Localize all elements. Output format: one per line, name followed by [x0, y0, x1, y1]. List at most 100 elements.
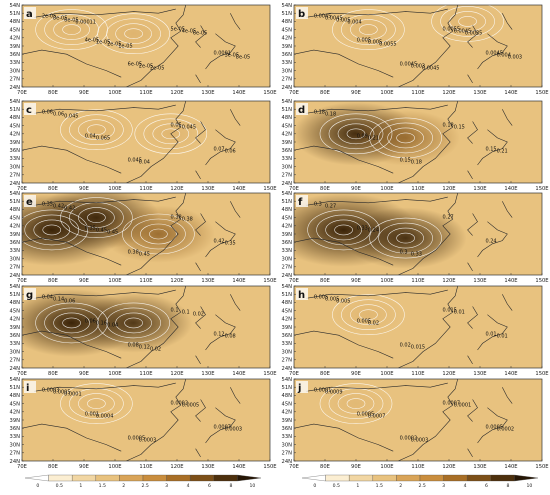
contour-line	[387, 127, 424, 149]
coastline	[294, 49, 394, 78]
lat-tick-label: 33N	[282, 60, 293, 66]
lon-tick-label: 90E	[79, 464, 89, 470]
contour-label: 0.0005	[182, 402, 200, 408]
contour-label: 4e-05	[182, 28, 196, 34]
contour-label: 0.02	[400, 342, 411, 348]
colorbar-swatch	[190, 474, 214, 482]
contour-label: 0.1	[182, 309, 190, 315]
coastline	[230, 201, 241, 218]
lat-tick-label: 39N	[10, 44, 21, 50]
lat-tick-label: 45N	[282, 401, 293, 407]
lon-tick-label: 140E	[232, 371, 245, 377]
coastline	[195, 262, 201, 272]
coastline	[22, 423, 122, 452]
colorbar-tick-label: 6	[208, 483, 211, 489]
lat-tick-label: 39N	[10, 232, 21, 238]
coastlines	[294, 193, 513, 275]
contour-label: 0.42	[53, 203, 64, 209]
contour-label: 0.005	[314, 294, 328, 300]
lon-tick-label: 80E	[320, 464, 330, 470]
lat-tick-label: 51N	[10, 199, 21, 205]
contour-lines	[307, 209, 442, 259]
lon-tick-label: 120E	[170, 90, 183, 96]
colorbar-swatch	[142, 474, 167, 482]
lat-tick-label: 45N	[10, 27, 21, 33]
lat-tick-label: 27N	[282, 358, 293, 364]
lon-tick-label: 90E	[351, 278, 361, 284]
lat-tick-label: 30N	[282, 256, 293, 262]
contour-line	[60, 383, 133, 424]
panel-label: c	[26, 105, 32, 116]
panel-label: h	[298, 290, 305, 301]
lon-tick-label: 130E	[473, 278, 486, 284]
lat-tick-label: 51N	[282, 199, 293, 205]
contour-line	[341, 299, 396, 331]
lat-tick-label: 27N	[282, 451, 293, 457]
shaded-region	[74, 293, 193, 353]
panel-e: 0.350.350.380.380.420.420.450.450.380.35…	[10, 191, 277, 284]
coastline	[398, 286, 458, 368]
contour-label: 0.0005	[53, 389, 71, 395]
contour-label: 0.003	[411, 63, 425, 69]
lon-tick-label: 120E	[442, 278, 455, 284]
lon-tick-label: 150E	[263, 186, 276, 192]
lon-tick-label: 90E	[79, 186, 89, 192]
contour-line	[350, 19, 387, 40]
colorbar-tick-label: 2	[399, 483, 402, 489]
coastline	[294, 237, 394, 266]
lat-tick-label: 51N	[10, 385, 21, 391]
shaded-region	[344, 207, 467, 269]
coastline	[306, 8, 448, 18]
lon-tick-label: 70E	[17, 90, 27, 96]
lon-tick-label: 140E	[232, 278, 245, 284]
contour-line	[53, 19, 90, 40]
lon-tick-label: 150E	[263, 371, 276, 377]
contour-line	[78, 393, 115, 414]
lon-tick-label: 110E	[139, 371, 152, 377]
coastline	[477, 33, 508, 70]
coastline	[126, 5, 186, 87]
contour-label: 0.27	[443, 214, 454, 220]
contour-lines	[35, 302, 170, 344]
contour-label: 0.45	[107, 229, 118, 235]
contour-label: 0.015	[443, 307, 457, 313]
lat-tick-label: 36N	[282, 240, 293, 246]
lat-tick-label: 24N	[10, 181, 21, 187]
lat-tick-label: 27N	[10, 173, 21, 179]
coastlines	[22, 193, 241, 275]
lon-tick-label: 140E	[504, 464, 517, 470]
contour-line	[369, 117, 442, 159]
colorbar-tick-label: 6	[485, 483, 488, 489]
contour-label: 0.0009	[325, 389, 343, 395]
contour-line	[97, 302, 170, 344]
contour-lines	[35, 9, 170, 55]
coastline	[195, 448, 201, 458]
contour-label: 0.045	[128, 157, 142, 163]
lon-tick-label: 150E	[263, 90, 276, 96]
contour-line	[87, 124, 106, 135]
lat-tick-label: 48N	[10, 19, 21, 25]
lat-tick-label: 33N	[282, 434, 293, 440]
lat-tick-label: 42N	[282, 132, 293, 138]
contour-label: 0.42	[213, 238, 224, 244]
lat-tick-label: 24N	[10, 85, 21, 91]
contour-label: 0.01	[485, 331, 496, 337]
lat-tick-label: 27N	[10, 265, 21, 271]
contour-label: 0.004	[347, 19, 361, 25]
lat-tick-label: 30N	[10, 442, 21, 448]
lat-tick-label: 54N	[282, 99, 293, 105]
contour-label: 0.0005	[128, 435, 146, 441]
contour-line	[378, 222, 433, 254]
contour-line	[319, 113, 393, 155]
lon-tick-label: 130E	[473, 464, 486, 470]
lat-tick-label: 39N	[282, 325, 293, 331]
lon-tick-label: 90E	[351, 90, 361, 96]
coastlines	[294, 379, 513, 461]
lat-tick-label: 51N	[10, 107, 21, 113]
lon-tick-label: 130E	[201, 371, 214, 377]
lon-tick-label: 90E	[351, 371, 361, 377]
contour-line	[359, 309, 378, 321]
contour-label: 0.35	[42, 201, 53, 207]
contour-line	[87, 212, 106, 223]
contour-label: 0.35	[225, 240, 236, 246]
